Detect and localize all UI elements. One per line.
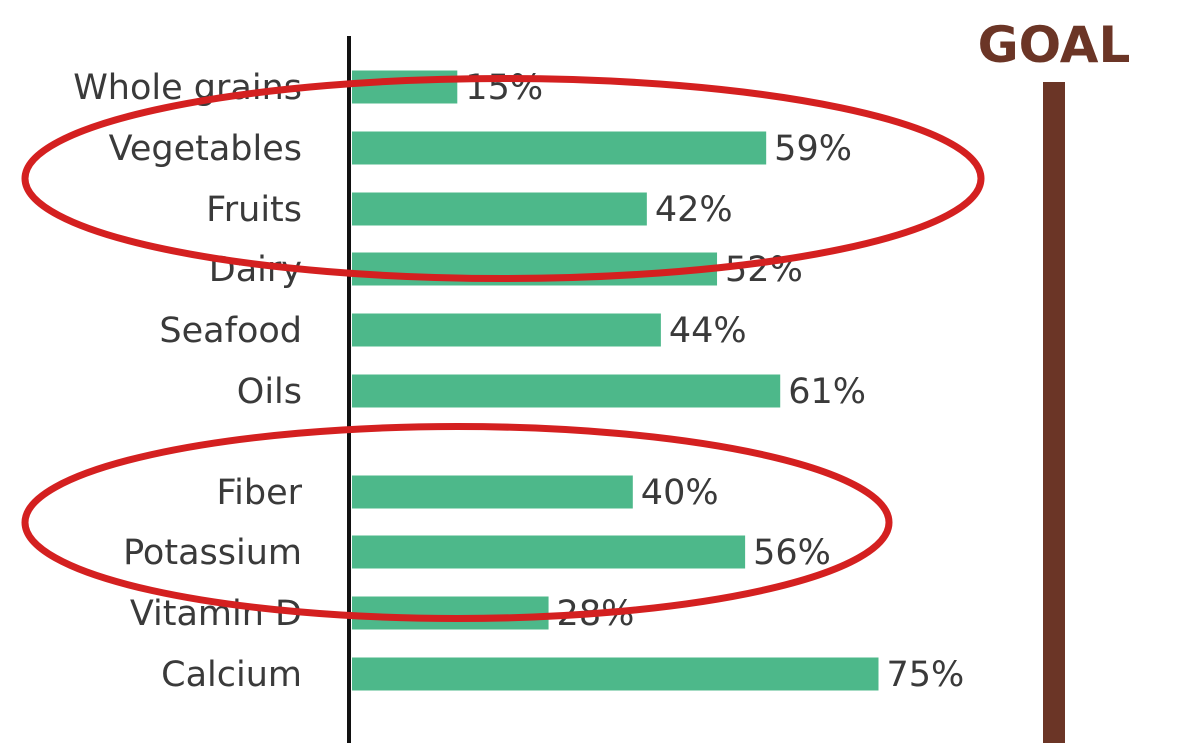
bar-whole-grains xyxy=(352,70,458,104)
highlight-ellipse-1 xyxy=(21,75,985,282)
category-label-seafood: Seafood xyxy=(159,311,302,351)
value-label-fiber: 40% xyxy=(641,473,719,513)
category-labels-group: Whole grainsVegetablesFruitsDairySeafood… xyxy=(73,68,302,695)
goal-title: GOAL xyxy=(978,16,1131,74)
category-label-vegetables: Vegetables xyxy=(109,129,302,169)
value-label-vegetables: 59% xyxy=(774,129,852,169)
value-label-calcium: 75% xyxy=(887,655,965,695)
value-label-oils: 61% xyxy=(788,372,866,412)
category-label-calcium: Calcium xyxy=(161,655,302,695)
bars-group xyxy=(352,70,879,691)
bar-potassium xyxy=(352,535,746,569)
value-label-fruits: 42% xyxy=(655,190,733,230)
bar-fiber xyxy=(352,475,633,509)
bar-vegetables xyxy=(352,131,767,165)
bar-vitamin-d xyxy=(352,596,549,630)
bar-oils xyxy=(352,374,781,408)
value-label-potassium: 56% xyxy=(753,533,831,573)
category-label-potassium: Potassium xyxy=(123,533,302,573)
category-label-fiber: Fiber xyxy=(217,473,303,513)
bar-calcium xyxy=(352,657,879,691)
highlight-ellipses-group xyxy=(21,75,985,622)
category-label-fruits: Fruits xyxy=(206,190,302,230)
highlight-ellipse-2 xyxy=(21,423,893,622)
value-labels-group: 15%59%42%52%44%61%40%56%28%75% xyxy=(465,68,964,695)
bar-fruits xyxy=(352,192,647,226)
goal-bar xyxy=(1043,82,1065,743)
value-label-seafood: 44% xyxy=(669,311,747,351)
value-label-whole-grains: 15% xyxy=(465,68,543,108)
category-label-oils: Oils xyxy=(237,372,302,412)
bar-seafood xyxy=(352,313,661,347)
